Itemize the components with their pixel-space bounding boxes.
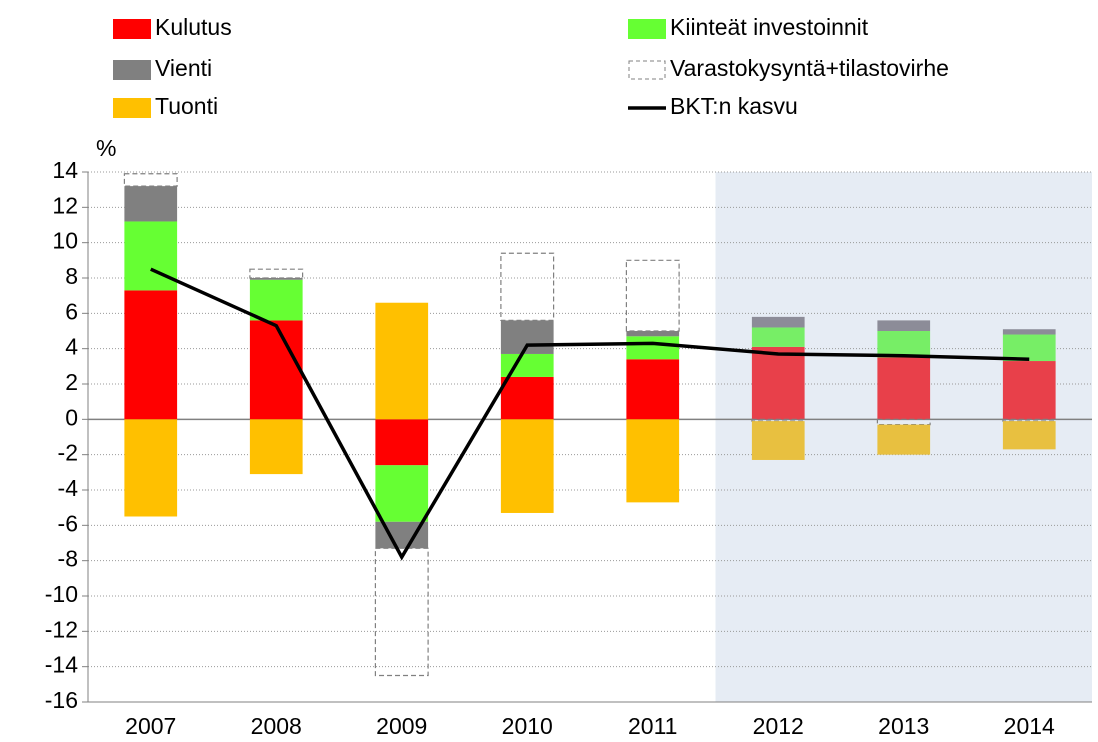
bar-segment	[1002, 361, 1056, 420]
x-tick-label: 2011	[628, 713, 677, 739]
bar-segment	[249, 320, 303, 420]
bar-segment	[124, 419, 178, 517]
y-tick-label: -10	[45, 581, 78, 607]
x-tick-label: 2008	[251, 713, 302, 739]
y-tick-label: 4	[65, 334, 78, 360]
y-tick-label: -4	[58, 475, 79, 501]
bar-segment	[375, 302, 429, 420]
bar-segment	[751, 346, 805, 420]
bar-segment	[500, 320, 554, 354]
y-tick-label: -8	[58, 546, 78, 572]
y-axis-label: %	[96, 135, 116, 161]
legend-label: Varastokysyntä+tilastovirhe	[670, 55, 949, 81]
bar-segment	[500, 419, 554, 513]
x-tick-label: 2014	[1004, 713, 1055, 739]
gdp-line	[150, 267, 1030, 561]
legend-swatch	[628, 60, 666, 80]
legend-label: Tuonti	[155, 93, 218, 119]
bar-segment	[751, 327, 805, 347]
y-tick-label: -6	[58, 510, 78, 536]
bar-segment	[1002, 329, 1056, 335]
x-tick-label: 2009	[376, 713, 427, 739]
bar-segment	[124, 290, 178, 420]
bar-segment	[249, 419, 303, 475]
bar-segment	[751, 421, 805, 460]
y-tick-label: -16	[45, 687, 78, 713]
y-tick-label: 14	[52, 157, 78, 183]
bar-segment	[124, 186, 178, 222]
bar-segment	[877, 357, 931, 420]
bar-segment	[500, 353, 554, 377]
legend-label: Vienti	[155, 55, 212, 81]
bar-segment	[375, 419, 429, 466]
bar-segment	[626, 419, 680, 503]
bar-segment	[249, 268, 304, 279]
y-tick-label: 10	[52, 228, 78, 254]
y-tick-label: 2	[65, 369, 78, 395]
bar-segment	[626, 336, 680, 360]
bar-segment	[877, 320, 931, 331]
legend-label: BKT:n kasvu	[670, 93, 798, 119]
x-tick-label: 2010	[502, 713, 553, 739]
x-tick-label: 2012	[753, 713, 804, 739]
y-tick-label: 6	[65, 298, 78, 324]
legend-label: Kulutus	[155, 14, 232, 40]
bar-segment	[249, 278, 303, 280]
y-tick-label: -12	[45, 616, 78, 642]
x-tick-label: 2007	[125, 713, 176, 739]
legend-label: Kiinteät investoinnit	[670, 14, 869, 40]
bar-segment	[751, 316, 805, 328]
legend-swatch	[113, 60, 151, 80]
bar-segment	[123, 173, 178, 187]
legend-swatch	[113, 19, 151, 39]
bar-segment	[249, 279, 303, 321]
legend-swatch	[628, 19, 666, 39]
x-tick-label: 2013	[878, 713, 929, 739]
bar-segment	[124, 221, 178, 291]
legend-swatch	[113, 98, 151, 118]
bar-segment	[626, 331, 680, 337]
bar-segment	[625, 259, 680, 332]
bar-segment	[375, 465, 429, 522]
bar-segment	[1002, 421, 1056, 450]
y-tick-label: -2	[58, 440, 78, 466]
bar-segment	[877, 331, 931, 358]
y-tick-label: 0	[65, 404, 78, 430]
bar-segment	[877, 424, 931, 455]
bar-segment	[500, 252, 555, 321]
bar-segment	[374, 547, 429, 677]
y-tick-label: 12	[52, 192, 78, 218]
bar-segment	[500, 376, 554, 420]
y-tick-label: -14	[45, 652, 78, 678]
bar-segment	[626, 359, 680, 420]
y-tick-label: 8	[65, 263, 78, 289]
bar-segment	[1002, 334, 1056, 362]
